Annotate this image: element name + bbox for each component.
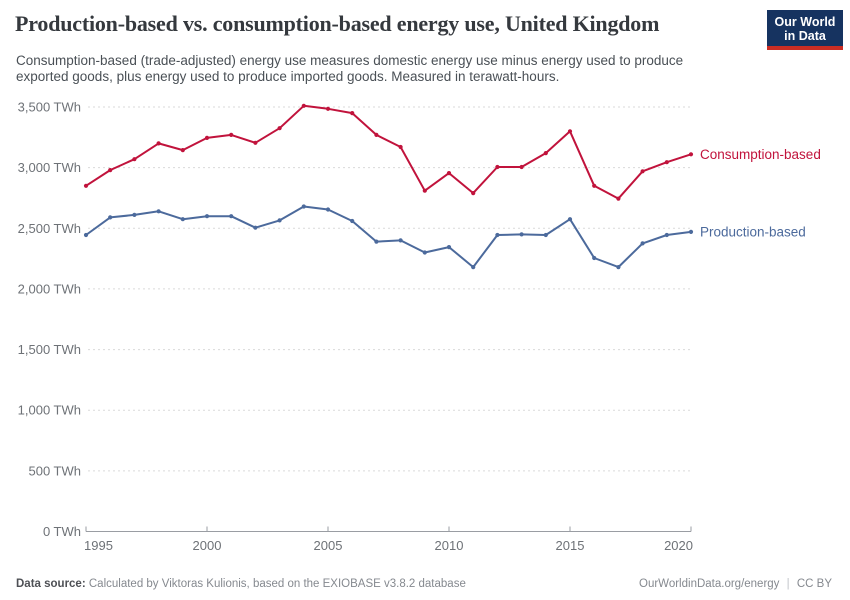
owid-url-link[interactable]: OurWorldinData.org/energy xyxy=(639,578,780,590)
data-point-consumption-based[interactable] xyxy=(688,152,694,157)
y-axis-tick-label: 3,500 TWh xyxy=(18,100,81,115)
data-point-production-based[interactable] xyxy=(132,212,137,217)
y-axis-tick-label: 1,000 TWh xyxy=(18,403,81,418)
license-link[interactable]: CC BY xyxy=(796,578,832,590)
data-point-production-based[interactable] xyxy=(422,250,427,255)
x-axis-tick-label: 2005 xyxy=(314,538,343,553)
subtitle-line2: exported goods, plus energy used to prod… xyxy=(16,68,560,84)
data-point-production-based[interactable] xyxy=(664,232,669,238)
data-point-consumption-based[interactable] xyxy=(108,168,113,173)
data-point-consumption-based[interactable] xyxy=(301,103,306,108)
chart-footer: Data source: Calculated by Viktoras Kuli… xyxy=(16,578,832,590)
y-axis-tick-label: 1,500 TWh xyxy=(18,342,81,357)
data-point-production-based[interactable] xyxy=(156,209,161,214)
data-point-production-based[interactable] xyxy=(616,265,621,270)
x-axis-tick-label: 2010 xyxy=(435,538,464,553)
x-axis-tick-label: 2020 xyxy=(664,538,693,553)
x-axis-tick-label: 2015 xyxy=(556,538,585,553)
data-source-note: Data source: Calculated by Viktoras Kuli… xyxy=(16,578,466,590)
series-line-consumption-based[interactable] xyxy=(85,104,692,200)
data-point-production-based[interactable] xyxy=(592,255,597,261)
data-point-production-based[interactable] xyxy=(180,217,185,222)
data-point-consumption-based[interactable] xyxy=(592,183,597,188)
data-point-consumption-based[interactable] xyxy=(204,135,210,140)
series-line-production-based[interactable] xyxy=(85,205,692,269)
data-point-production-based[interactable] xyxy=(374,239,379,244)
data-point-production-based[interactable] xyxy=(567,217,573,222)
data-source-label: Data source: xyxy=(16,578,86,590)
data-point-production-based[interactable] xyxy=(83,232,89,238)
logo-line2: in Data xyxy=(784,29,826,43)
data-point-consumption-based[interactable] xyxy=(519,164,524,170)
data-point-consumption-based[interactable] xyxy=(495,164,500,170)
data-point-production-based[interactable] xyxy=(229,214,234,219)
data-point-consumption-based[interactable] xyxy=(567,129,573,134)
x-axis-tick-label: 1995 xyxy=(84,538,113,553)
y-axis-tick-label: 0 TWh xyxy=(43,524,81,539)
data-point-production-based[interactable] xyxy=(108,215,113,220)
data-point-consumption-based[interactable] xyxy=(446,171,452,176)
data-point-production-based[interactable] xyxy=(253,225,258,230)
data-point-production-based[interactable] xyxy=(640,241,645,246)
x-axis-tick-label: 2000 xyxy=(193,538,222,553)
y-axis-tick-label: 500 TWh xyxy=(28,463,81,478)
data-point-consumption-based[interactable] xyxy=(132,157,137,162)
data-point-production-based[interactable] xyxy=(543,232,548,238)
data-point-consumption-based[interactable] xyxy=(422,188,427,193)
footer-links: OurWorldinData.org/energy | CC BY xyxy=(639,578,832,590)
data-point-production-based[interactable] xyxy=(325,207,331,212)
data-point-consumption-based[interactable] xyxy=(640,169,645,174)
data-point-consumption-based[interactable] xyxy=(156,141,161,146)
data-point-production-based[interactable] xyxy=(277,218,282,223)
data-point-consumption-based[interactable] xyxy=(180,148,185,153)
logo-line1: Our World xyxy=(774,15,836,29)
data-point-production-based[interactable] xyxy=(446,245,452,250)
data-point-consumption-based[interactable] xyxy=(350,111,355,116)
data-point-production-based[interactable] xyxy=(519,232,524,237)
data-point-production-based[interactable] xyxy=(495,232,500,238)
series-label-production-based[interactable]: Production-based xyxy=(700,224,806,239)
series-label-consumption-based[interactable]: Consumption-based xyxy=(700,147,821,162)
data-point-consumption-based[interactable] xyxy=(398,144,403,150)
data-source-text: Calculated by Viktoras Kulionis, based o… xyxy=(88,578,466,590)
page-title: Production-based vs. consumption-based e… xyxy=(15,11,660,36)
data-point-production-based[interactable] xyxy=(301,204,306,209)
data-point-consumption-based[interactable] xyxy=(471,191,476,196)
data-point-consumption-based[interactable] xyxy=(229,132,234,137)
chart-subtitle: Consumption-based (trade-adjusted) energ… xyxy=(16,53,683,84)
data-point-consumption-based[interactable] xyxy=(616,196,621,201)
data-point-consumption-based[interactable] xyxy=(374,132,379,137)
data-point-consumption-based[interactable] xyxy=(664,160,669,165)
data-point-consumption-based[interactable] xyxy=(277,126,282,131)
data-point-consumption-based[interactable] xyxy=(253,140,258,145)
data-point-consumption-based[interactable] xyxy=(543,151,548,156)
data-point-production-based[interactable] xyxy=(688,229,694,234)
data-point-production-based[interactable] xyxy=(204,214,210,219)
y-axis-tick-label: 2,500 TWh xyxy=(18,221,81,236)
footer-separator: | xyxy=(786,578,790,590)
y-axis-tick-label: 2,000 TWh xyxy=(18,281,81,296)
data-point-production-based[interactable] xyxy=(350,218,355,224)
owid-logo[interactable]: Our World in Data xyxy=(767,10,843,50)
data-point-production-based[interactable] xyxy=(471,265,476,270)
subtitle-line1: Consumption-based (trade-adjusted) energ… xyxy=(16,53,684,68)
data-point-production-based[interactable] xyxy=(398,238,403,243)
data-point-consumption-based[interactable] xyxy=(325,106,331,111)
data-point-consumption-based[interactable] xyxy=(83,183,89,188)
y-axis-tick-label: 3,000 TWh xyxy=(18,160,81,175)
